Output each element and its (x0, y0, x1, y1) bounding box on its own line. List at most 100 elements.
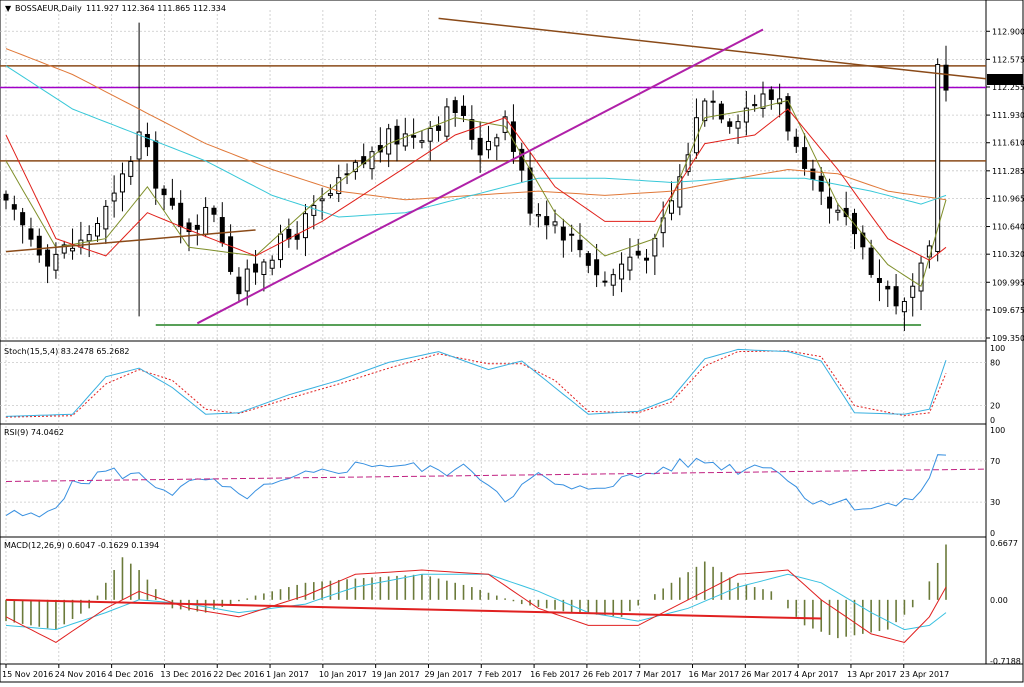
candle-body (186, 222, 192, 233)
candle-body (644, 257, 650, 261)
candle-body (710, 100, 716, 103)
rsi-tick-label: 0 (990, 529, 995, 538)
uptrend-line (196, 28, 764, 325)
candle-body (502, 116, 508, 133)
candle-body (560, 226, 566, 241)
candle-body (253, 263, 259, 273)
time-tick-label: 24 Nov 2016 (55, 670, 106, 679)
candle-body (535, 214, 541, 217)
candle-body (594, 259, 600, 276)
candle-body (785, 96, 791, 132)
price-tick-label: 110.965 (992, 194, 1024, 203)
candle-body (161, 188, 167, 196)
candle-body (361, 156, 367, 165)
price-tick-label: 110.640 (992, 223, 1024, 232)
candle-body (311, 204, 317, 216)
candle-body (461, 105, 467, 116)
candle-body (768, 89, 774, 100)
candle-body (477, 137, 483, 156)
macd-tick-label: -0.7188 (990, 657, 1021, 666)
candle-body (810, 168, 816, 180)
candle-body (485, 140, 491, 151)
candle-body (419, 140, 425, 143)
candle-body (552, 221, 558, 226)
chart-title: BOSSAEUR,Daily (15, 4, 82, 13)
candle-body (893, 286, 899, 307)
time-tick-label: 23 Apr 2017 (900, 670, 949, 679)
candle-body (452, 100, 458, 113)
time-tick-label: 13 Dec 2016 (160, 670, 211, 679)
candle-body (544, 216, 550, 226)
rsi-tick-label: 100 (990, 426, 1005, 435)
candle-body (336, 177, 342, 195)
candle-body (86, 234, 92, 242)
ma-olive-line (5, 99, 947, 287)
macd-title: MACD(12,26,9) 0.6047 -0.1629 0.1394 (4, 541, 159, 550)
candle-body (119, 173, 125, 193)
candle-body (436, 125, 442, 131)
candle-body (510, 121, 516, 152)
candle-body (327, 193, 333, 196)
candle-body (427, 127, 433, 142)
macd-tick-label: 0.00 (990, 596, 1008, 605)
candle-body (302, 213, 308, 239)
candle-body (144, 133, 150, 148)
candle-body (752, 104, 758, 107)
time-tick-label: 26 Mar 2017 (741, 670, 792, 679)
candle-body (610, 274, 616, 286)
candle-body (619, 263, 625, 280)
candle-body (136, 131, 142, 160)
price-tick-label: 109.350 (992, 334, 1024, 343)
time-tick-label: 26 Feb 2017 (583, 670, 633, 679)
price-tick-label: 111.285 (992, 167, 1024, 176)
time-tick-label: 29 Jan 2017 (424, 670, 472, 679)
rsi-trend-line (5, 468, 987, 482)
candle-body (827, 196, 833, 209)
candle-body (61, 244, 67, 254)
candle-body (943, 64, 949, 91)
stoch-tick-label: 100 (990, 344, 1005, 353)
candle-body (602, 280, 608, 283)
stochastic-pane (5, 348, 947, 418)
candle-body (261, 261, 267, 275)
grid (0, 10, 986, 664)
candles (3, 22, 949, 331)
candle-body (28, 228, 34, 240)
candle-body (153, 140, 159, 189)
candle-body (885, 285, 891, 290)
candle-body (860, 232, 866, 248)
candle-body (718, 103, 724, 120)
candle-body (203, 206, 209, 236)
candle-body (743, 107, 749, 123)
candle-body (668, 200, 674, 214)
time-tick-label: 10 Jan 2017 (319, 670, 367, 679)
time-axis: 15 Nov 2016 24 Nov 2016 4 Dec 2016 13 Dec 2… (2, 664, 949, 679)
time-tick-label: 7 Mar 2017 (636, 670, 682, 679)
candle-body (702, 100, 708, 122)
time-tick-label: 1 Jan 2017 (266, 670, 309, 679)
candle-body (269, 259, 275, 269)
stoch-signal-line (5, 350, 947, 418)
candle-body (835, 209, 841, 213)
candle-body (70, 247, 76, 252)
candle-body (876, 277, 882, 283)
stoch-tick-label: 80 (990, 358, 1000, 367)
candle-body (194, 224, 200, 230)
candle-body (278, 233, 284, 261)
time-tick-label: 16 Feb 2017 (530, 670, 580, 679)
macd-pane (5, 544, 947, 643)
rsi-tick-label: 30 (990, 498, 1000, 507)
chart-title-arrow: ▼ (5, 4, 12, 13)
candle-body (693, 117, 699, 154)
candle-body (918, 262, 924, 292)
candle-body (735, 121, 741, 129)
stoch-tick-label: 0 (990, 416, 995, 425)
last-price-label: 112.334 (990, 75, 1023, 84)
candle-body (244, 268, 250, 292)
time-tick-label: 16 Mar 2017 (689, 670, 740, 679)
candle-body (36, 235, 42, 256)
trend-lines (5, 17, 987, 325)
chart-ohlc-header: 111.927 112.364 111.865 112.334 (86, 4, 226, 13)
